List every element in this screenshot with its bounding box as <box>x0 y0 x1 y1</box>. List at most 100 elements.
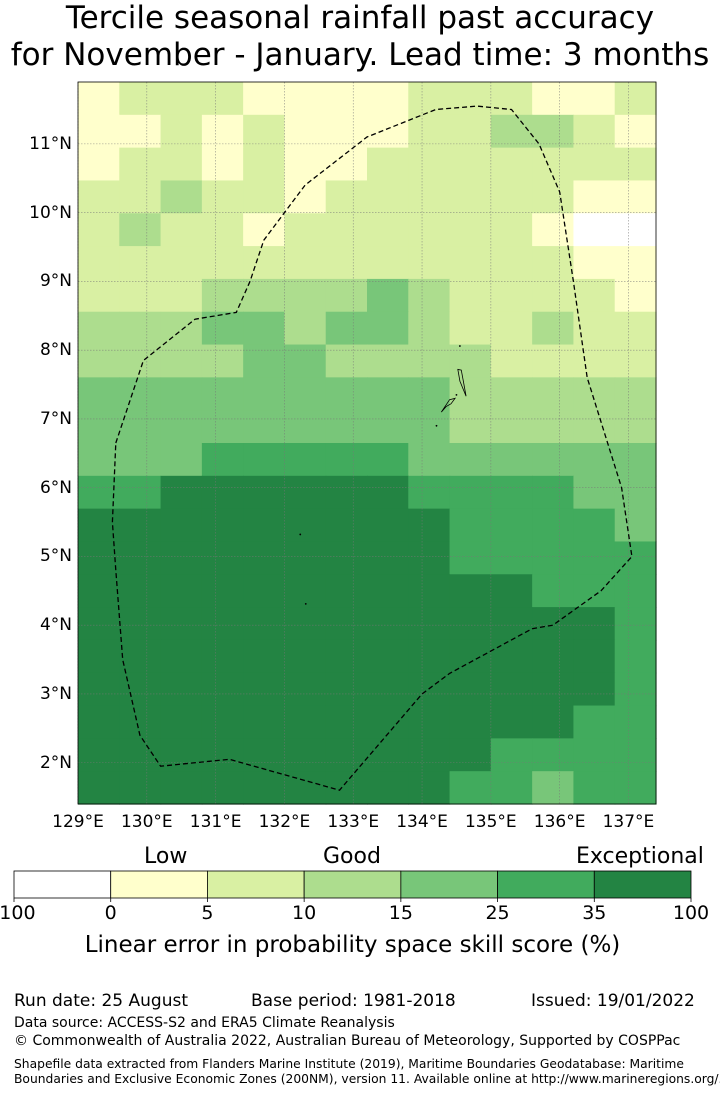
skill-cell <box>532 180 575 214</box>
skill-cell <box>119 410 162 444</box>
skill-cell <box>532 541 575 575</box>
skill-cell <box>284 278 327 313</box>
latitude-tick-label: 11°N <box>29 133 72 154</box>
skill-cell <box>573 443 616 477</box>
skill-cell <box>614 705 657 739</box>
skill-cell <box>243 574 286 608</box>
skill-cell <box>243 213 286 247</box>
skill-cell <box>325 114 368 149</box>
skill-cell <box>160 311 203 346</box>
skill-cell <box>573 344 616 378</box>
skill-cell <box>78 114 120 149</box>
skill-cell <box>367 541 409 575</box>
skill-cell <box>532 246 575 280</box>
skill-cell <box>119 607 162 641</box>
skill-cell <box>449 82 492 116</box>
skill-cell <box>573 508 616 543</box>
skill-cell <box>449 574 492 608</box>
colorbar-title: Linear error in probability space skill … <box>84 932 621 958</box>
skill-cell <box>325 475 368 510</box>
skill-cell <box>367 82 409 116</box>
skill-cell <box>284 672 327 707</box>
colorbar-segment <box>497 870 595 899</box>
skill-cell <box>243 475 286 510</box>
skill-cell <box>160 738 203 772</box>
skill-cell <box>201 607 244 641</box>
skill-cell <box>532 672 575 707</box>
skill-cell <box>408 410 451 444</box>
skill-cell <box>160 180 203 214</box>
map-title-line1: Tercile seasonal rainfall past accuracy <box>65 0 655 36</box>
skill-cell <box>367 508 409 543</box>
skill-cell <box>490 114 533 149</box>
skill-cell <box>614 639 657 674</box>
skill-cell <box>573 672 616 707</box>
colorbar-tick-label: 35 <box>582 902 607 924</box>
skill-cell <box>614 508 657 543</box>
skill-cell <box>490 508 533 543</box>
skill-cell <box>532 377 575 411</box>
skill-cell <box>367 377 409 411</box>
skill-cell <box>367 738 409 772</box>
skill-cell <box>78 607 120 641</box>
skill-cell <box>449 246 492 280</box>
latitude-tick-label: 10°N <box>29 202 72 223</box>
skill-cell <box>243 738 286 772</box>
latitude-tick-label: 2°N <box>39 752 72 773</box>
skill-cell <box>325 278 368 313</box>
skill-cell <box>573 114 616 149</box>
skill-cell <box>408 114 451 149</box>
skill-cell <box>119 311 162 346</box>
longitude-tick-label: 130°E <box>120 812 173 832</box>
latitude-tick-label: 7°N <box>39 408 72 429</box>
latitude-tick-label: 5°N <box>39 546 72 567</box>
skill-cell <box>532 475 575 510</box>
skill-cell <box>201 771 244 805</box>
skill-cell <box>160 410 203 444</box>
longitude-tick-label: 137°E <box>602 812 655 832</box>
skill-cell <box>325 639 368 674</box>
skill-cell <box>325 180 368 214</box>
skill-cell <box>614 82 657 116</box>
skill-cell <box>325 246 368 280</box>
skill-cell <box>408 147 451 182</box>
skill-cell <box>325 311 368 346</box>
skill-cell <box>284 311 327 346</box>
skill-cell <box>78 705 120 739</box>
colorbar-tick-label: 25 <box>485 902 510 924</box>
skill-cell <box>573 639 616 674</box>
skill-cell <box>532 114 575 149</box>
category-good-label: Good <box>323 844 381 869</box>
skill-cell <box>119 574 162 608</box>
skill-cell <box>160 82 203 116</box>
skill-cell <box>573 278 616 313</box>
skill-cell <box>614 738 657 772</box>
skill-cell <box>367 443 409 477</box>
skill-cell <box>449 705 492 739</box>
skill-cell <box>119 541 162 575</box>
skill-cell <box>367 475 409 510</box>
colorbar-tick-label: 15 <box>388 902 413 924</box>
skill-cell <box>201 311 244 346</box>
islet-dot <box>304 603 307 605</box>
skill-cell <box>78 180 120 214</box>
skill-cell <box>532 607 575 641</box>
skill-cell <box>614 574 657 608</box>
skill-cell <box>160 475 203 510</box>
skill-cell <box>573 574 616 608</box>
skill-cell <box>160 213 203 247</box>
skill-cell <box>532 771 575 805</box>
skill-cell <box>284 213 327 247</box>
colorbar-tick-label: 5 <box>201 902 214 924</box>
skill-cell <box>78 147 120 182</box>
skill-cell <box>243 541 286 575</box>
skill-cell <box>78 311 120 346</box>
skill-cell <box>490 246 533 280</box>
skill-cell <box>284 82 327 116</box>
skill-cell <box>160 639 203 674</box>
latitude-tick-label: 6°N <box>39 477 72 498</box>
skill-cell <box>243 344 286 378</box>
skill-cell <box>614 541 657 575</box>
longitude-tick-label: 131°E <box>189 812 242 832</box>
skill-cell <box>449 377 492 411</box>
